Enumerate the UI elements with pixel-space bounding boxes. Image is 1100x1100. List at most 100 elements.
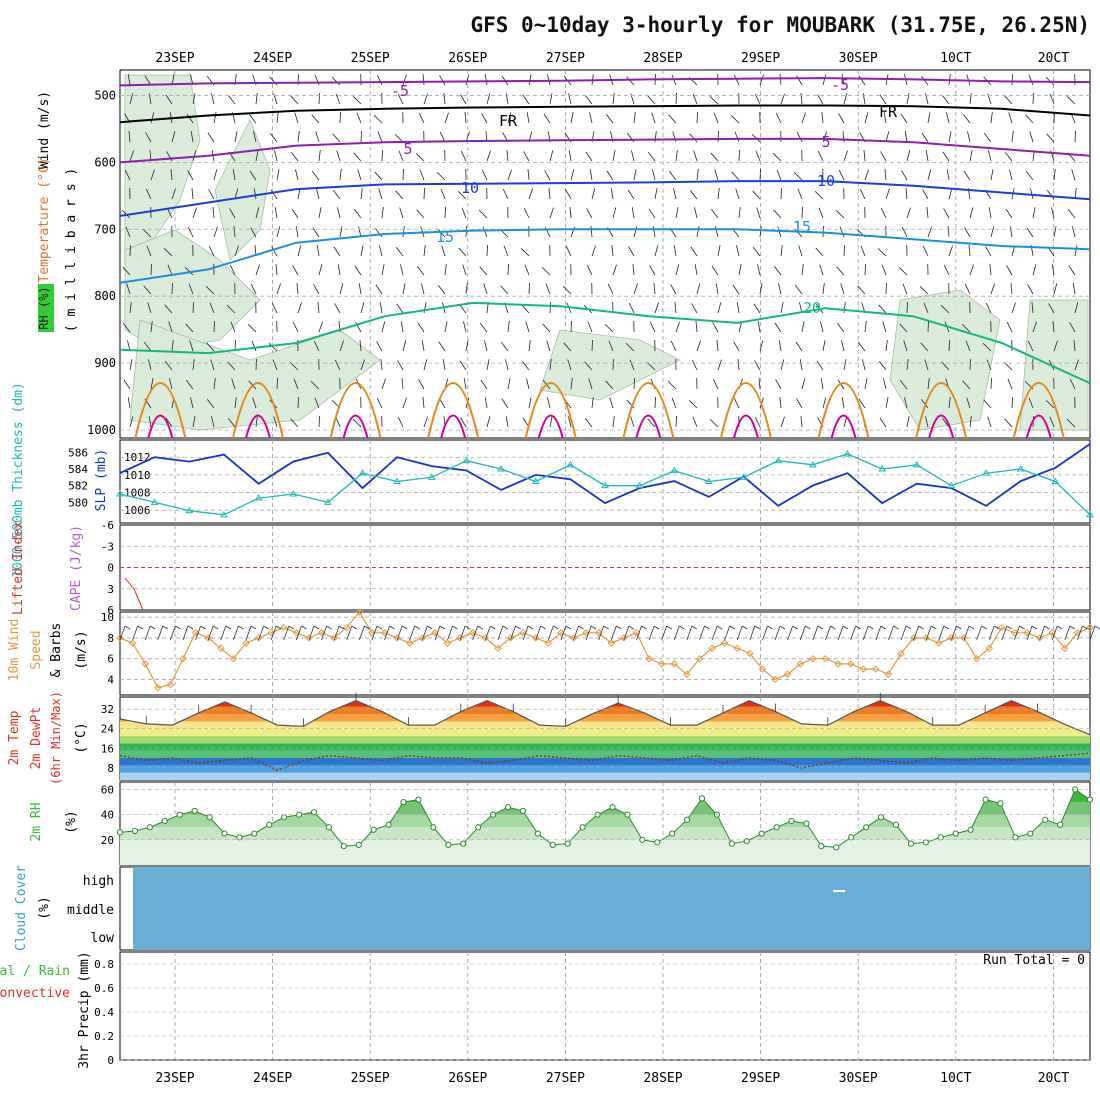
wind-barb-flag [338, 625, 345, 630]
wind-barb [756, 207, 761, 219]
wind-barb [1045, 400, 1055, 409]
wind-barb [167, 264, 173, 276]
thickness-point [358, 469, 367, 476]
y-axis-label-rh: RH (%) [37, 286, 51, 329]
contour-label: 15 [793, 218, 811, 236]
x-tick-label-top: 20CT [1038, 51, 1069, 66]
wind-barb [358, 283, 362, 295]
diurnal-isotherm [427, 382, 480, 439]
wind-barb [255, 416, 258, 428]
wind-barb [925, 625, 932, 641]
wind-speed-point [972, 654, 981, 663]
wind-barb [528, 74, 532, 86]
diurnal-isotherm-hot [342, 414, 369, 439]
rh-point [728, 840, 735, 847]
rh-point [370, 826, 377, 833]
wind-barb [195, 625, 201, 641]
wind-barb [878, 361, 887, 371]
wind-barb [800, 416, 803, 428]
y-tick-label: 10 [101, 611, 114, 624]
wind-barb-flag [263, 625, 269, 630]
wind-barb [252, 397, 257, 409]
wind-barb [353, 152, 362, 162]
wind-barb [402, 226, 405, 238]
wind-speed-point [594, 629, 603, 637]
wind-barb [145, 132, 152, 143]
wind-barb-flag [439, 625, 446, 630]
wind-barb [759, 283, 763, 295]
rh-point [683, 816, 691, 823]
wind-barb [670, 340, 677, 352]
wind-barb [633, 283, 638, 295]
wind-barb [250, 283, 257, 295]
wind-barb-flag [792, 625, 798, 630]
wind-barb [850, 625, 857, 641]
wind-barb [588, 378, 593, 390]
wind-barb [711, 625, 718, 641]
wind-barb [695, 321, 698, 333]
wind-barb [1007, 378, 1013, 390]
diurnal-isotherm [915, 382, 968, 439]
wind-barb [734, 131, 740, 143]
wind-barb [787, 625, 794, 641]
wind-barb [127, 74, 131, 86]
wind-barb [883, 378, 887, 390]
rh-point [788, 817, 795, 825]
wind-barb [444, 206, 446, 219]
wind-barb [710, 209, 719, 219]
y-tick-label-thickness: 586 [68, 446, 88, 459]
wind-barb [732, 284, 740, 295]
wind-barb [523, 151, 530, 162]
wind-barb [276, 226, 281, 238]
wind-barb [422, 397, 425, 409]
wind-barb [864, 169, 869, 181]
wind-speed-point [1010, 629, 1019, 637]
wind-barb [1008, 112, 1013, 124]
wind-barb [123, 379, 131, 390]
wind-barb [926, 207, 929, 219]
wind-barb [633, 169, 637, 181]
wind-barb [633, 377, 635, 390]
wind-barb-flag [187, 625, 194, 630]
wind-barb [1006, 265, 1013, 276]
thickness-point [393, 477, 402, 484]
wind-barb [334, 359, 341, 371]
wind-barb [1068, 265, 1076, 276]
y-axis-label-thickness: 1000-500mb Thickness (dm) [11, 382, 26, 578]
wind-barb [988, 207, 992, 219]
wind-barb [255, 358, 257, 371]
rh-point [131, 827, 139, 835]
wind-barb [462, 264, 467, 276]
wind-barb [472, 625, 479, 641]
wind-barb-flag [427, 625, 433, 630]
y-tick-label: 3 [107, 583, 114, 596]
wind-barb [484, 625, 491, 641]
wind-barb [715, 283, 719, 295]
rh-legend-swatch [38, 284, 54, 332]
wind-barb [443, 93, 446, 105]
wind-barb [794, 228, 803, 238]
wind-barb [709, 419, 719, 428]
wind-barb [654, 188, 658, 200]
lifted-index-line [124, 577, 144, 611]
rh-point [549, 841, 556, 848]
diurnal-isotherm-hot [147, 414, 174, 439]
wind-barb [549, 150, 554, 162]
wind-barb-flag [578, 625, 584, 630]
rh-band [120, 827, 1090, 840]
wind-barb [754, 360, 761, 371]
wind-speed-point [1061, 644, 1069, 653]
y-tick-label: 8 [107, 632, 114, 645]
thickness-point [982, 469, 990, 476]
wind-barb [1049, 416, 1055, 428]
wind-barb [881, 264, 887, 276]
wind-barb [900, 113, 908, 124]
wind-barb-flag [477, 625, 483, 630]
run-total: Run Total = 0 [983, 953, 1085, 968]
wind-barb [437, 228, 446, 238]
wind-barb [985, 246, 992, 257]
wind-barb [374, 171, 383, 181]
rh-point [1057, 821, 1064, 828]
wind-barb [712, 378, 719, 390]
